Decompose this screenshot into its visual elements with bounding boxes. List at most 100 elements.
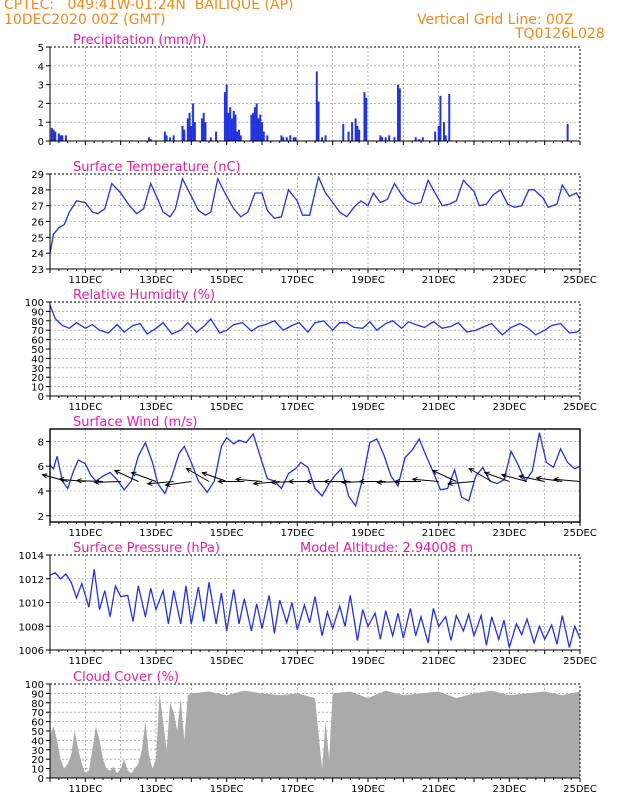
y-tick-label: 90 <box>31 689 44 700</box>
wind-arrow-shaft <box>202 472 227 482</box>
precip-bar <box>61 135 64 141</box>
wind-arrow <box>358 478 386 485</box>
precip-bar <box>321 137 324 141</box>
x-tick-label: 13DEC <box>139 275 173 286</box>
precip-bar <box>393 137 396 141</box>
y-tick-label: 80 <box>31 317 44 328</box>
wind-arrow-shaft <box>484 472 510 482</box>
x-tick-label: 23DEC <box>492 528 526 539</box>
precip-bar <box>418 139 421 141</box>
precip-bar <box>215 131 218 141</box>
x-tick-label: 21DEC <box>422 656 456 667</box>
wind-arrow <box>75 478 104 484</box>
x-tick-label: 11DEC <box>68 656 102 667</box>
y-tick-label: 2 <box>38 512 44 523</box>
precip-bar <box>397 84 400 141</box>
wind-arrow <box>323 478 351 485</box>
precip-bar <box>229 107 232 141</box>
precip-bar <box>190 125 193 141</box>
precip-bar <box>266 135 269 141</box>
y-tick-label: 20 <box>31 373 44 384</box>
y-tick-label: 70 <box>31 326 44 337</box>
wind-arrow-head <box>113 469 120 475</box>
y-tick-label: 6 <box>38 462 44 473</box>
y-tick-label: 50 <box>31 345 44 356</box>
x-tick-label: 21DEC <box>422 275 456 286</box>
panel-temp: Surface Temperature (nC) 23 24 25 26 27 28 29 11… <box>31 160 597 286</box>
panel-title: Relative Humidity (%) <box>73 288 215 303</box>
precip-bar <box>54 131 57 141</box>
y-tick-label: 27 <box>31 202 44 213</box>
panel-frame <box>49 46 581 142</box>
precip-bar <box>257 118 260 141</box>
y-tick-label: 40 <box>31 736 44 747</box>
precip-bar <box>444 135 447 141</box>
x-tick-label: 21DEC <box>422 402 456 413</box>
x-tick-label: 19DEC <box>351 275 385 286</box>
precip-bar <box>225 84 228 141</box>
wind-arrow-head <box>340 479 347 485</box>
x-tick-label: 17DEC <box>280 528 314 539</box>
precip-bar <box>209 137 212 141</box>
precip-bar <box>172 135 175 141</box>
x-tick-label: 17DEC <box>280 784 314 795</box>
wind-arrow-head <box>217 478 224 485</box>
x-tick-label: 17DEC <box>280 402 314 413</box>
precip-bar <box>200 118 203 141</box>
wind-arrow-head <box>146 480 153 487</box>
wind-arrow-head <box>431 469 438 475</box>
x-tick-label: 25DEC <box>563 656 597 667</box>
precip-bar <box>442 122 445 141</box>
y-tick-label: 4 <box>38 487 44 498</box>
precip-bar <box>52 129 55 141</box>
wind-arrow-shaft <box>501 474 528 482</box>
y-tick-label: 50 <box>31 727 44 738</box>
wind-arrow-shaft <box>448 481 475 485</box>
x-tick-label: 15DEC <box>210 656 244 667</box>
precip-bar <box>388 135 391 141</box>
panel-precip: Precipitation (mm/h) 0 1 2 3 4 5 <box>38 33 581 148</box>
wind-arrow <box>234 476 263 483</box>
x-tick-label: 23DEC <box>492 402 526 413</box>
wind-arrow-head <box>41 473 48 479</box>
y-tick-label: 0 <box>38 392 44 403</box>
precip-bar <box>289 135 292 141</box>
x-tick-label: 15DEC <box>210 402 244 413</box>
wind-arrow <box>411 476 439 483</box>
panel-title: Surface Wind (m/s) <box>73 415 197 430</box>
y-tick-label: 80 <box>31 699 44 710</box>
wind-arrow-shaft <box>131 472 157 482</box>
precip-bar <box>365 97 368 141</box>
precip-bar <box>193 122 196 141</box>
wind-arrow-shaft <box>147 481 174 485</box>
y-tick-label: 2 <box>38 99 44 110</box>
wind-arrow-head <box>376 479 383 485</box>
precip-bar <box>439 95 442 141</box>
panel-frame <box>49 428 581 523</box>
panel-title: Surface Pressure (hPa) <box>73 541 220 556</box>
x-tick-label: 11DEC <box>68 275 102 286</box>
precip-bar <box>448 94 451 141</box>
wind-arrow <box>500 473 528 482</box>
precip-bar <box>421 137 424 141</box>
wind-arrow-head <box>393 478 400 485</box>
x-tick-label: 19DEC <box>351 784 385 795</box>
y-tick-label: 1 <box>38 118 44 129</box>
y-tick-label: 70 <box>31 708 44 719</box>
wind-arrow-shaft <box>76 480 104 482</box>
precip-bar <box>238 129 241 141</box>
precip-bar <box>234 114 237 141</box>
x-tick-label: 23DEC <box>492 275 526 286</box>
y-tick-label: 40 <box>31 354 44 365</box>
precip-bar <box>294 137 297 141</box>
y-tick-label: 0 <box>38 137 44 148</box>
wind-arrow-head <box>75 478 82 484</box>
precip-bar <box>232 110 235 141</box>
wind-arrow <box>113 469 139 482</box>
precip-bar <box>434 131 437 141</box>
panel-rh: Relative Humidity (%) 0102030405060708090… <box>25 288 597 413</box>
y-tick-label: 60 <box>31 718 44 729</box>
x-tick-label: 11DEC <box>68 402 102 413</box>
wind-arrow-shaft <box>94 481 121 483</box>
